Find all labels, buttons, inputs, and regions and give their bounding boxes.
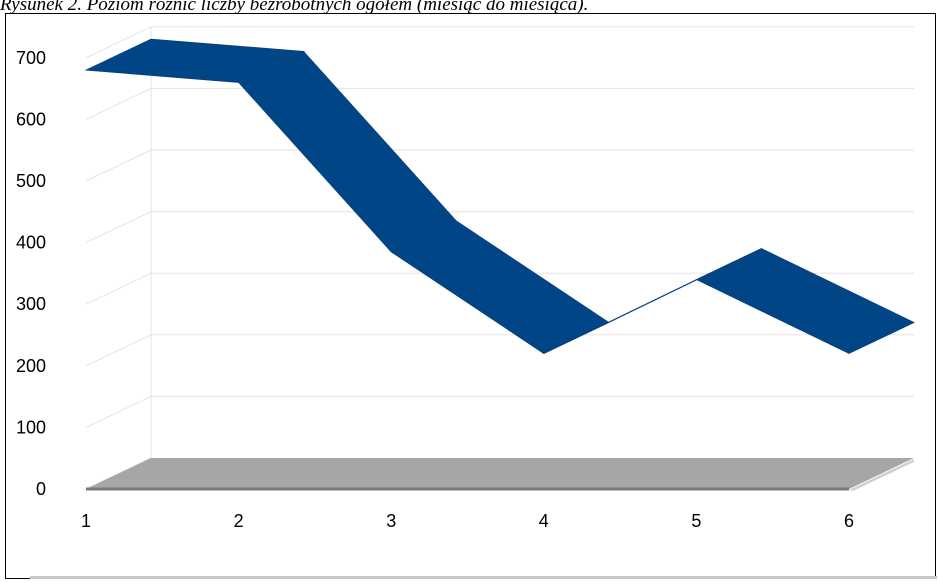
x-tick-label: 2 [234, 511, 244, 531]
grid-diagonal-700 [85, 26, 152, 59]
ribbon-segment-3-4 [390, 220, 610, 354]
grid-diagonal-200 [85, 334, 152, 367]
y-tick-label: 600 [16, 109, 46, 129]
y-tick-label: 200 [16, 356, 46, 376]
floor-plane [86, 458, 914, 489]
grid-diagonal-300 [85, 272, 152, 305]
grid-diagonal-400 [85, 211, 152, 244]
x-tick-label: 1 [81, 511, 91, 531]
floor-side-edge [849, 459, 914, 491]
y-tick-label: 400 [16, 233, 46, 253]
chart-floor [86, 458, 914, 491]
frame-shadow [30, 576, 937, 579]
y-tick-label: 0 [36, 479, 46, 499]
series-layer [84, 38, 915, 354]
y-axis: 0 100 200 300 400 500 600 700 [16, 48, 46, 499]
y-tick-label: 300 [16, 294, 46, 314]
x-tick-label: 5 [691, 511, 701, 531]
x-axis: 1 2 3 4 5 6 [81, 511, 854, 531]
y-tick-label: 500 [16, 171, 46, 191]
x-tick-label: 6 [844, 511, 854, 531]
grid-diagonal-500 [85, 149, 152, 182]
x-tick-label: 3 [386, 511, 396, 531]
ribbon-segment-2-3 [237, 50, 457, 253]
ribbon-segment-5-6 [695, 248, 915, 354]
grid-diagonal-600 [85, 87, 152, 120]
y-tick-label: 100 [16, 417, 46, 437]
figure-caption: Rysunek 2. Poziom różnic liczby bezrobot… [0, 0, 589, 15]
y-tick-label: 700 [16, 48, 46, 68]
grid-diagonal-100 [85, 395, 152, 428]
x-tick-label: 4 [539, 511, 549, 531]
